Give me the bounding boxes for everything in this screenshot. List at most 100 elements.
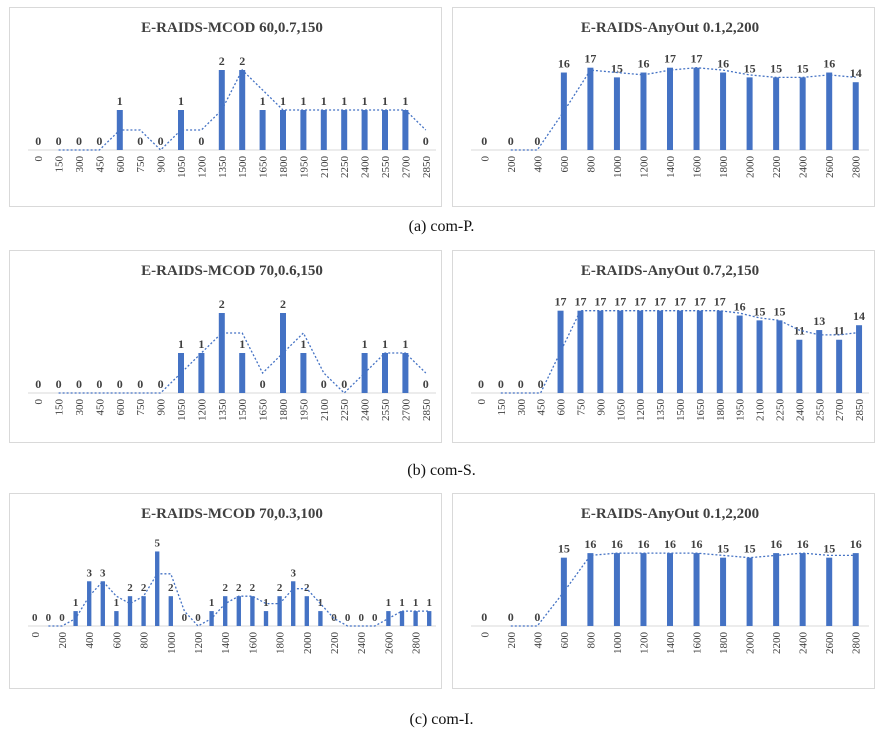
data-label: 0 <box>35 134 41 148</box>
tick-label: 600 <box>115 399 127 416</box>
tick-label: 2550 <box>380 399 392 422</box>
data-label: 15 <box>558 542 570 556</box>
tick-label: 2600 <box>824 632 836 655</box>
data-label: 0 <box>96 377 102 391</box>
bar <box>640 72 647 150</box>
data-label: 0 <box>508 610 514 624</box>
panel-mcod-com-p: E-RAIDS-MCOD 60,0.7,150 0 0 0 150 0 300 0 450 1 60… <box>9 7 442 207</box>
bar <box>799 553 806 626</box>
data-label: 1 <box>300 337 306 351</box>
data-label: 0 <box>478 377 484 391</box>
tick-label: 2200 <box>771 632 783 655</box>
data-label: 15 <box>717 542 729 556</box>
tick-label: 0 <box>479 156 491 162</box>
tick-label: 2800 <box>411 632 423 655</box>
bar <box>402 353 409 393</box>
bar <box>640 553 647 626</box>
data-label: 0 <box>76 134 82 148</box>
data-label: 0 <box>56 134 62 148</box>
bar <box>852 82 859 150</box>
tick-label: 2800 <box>851 632 863 655</box>
bar <box>280 110 286 150</box>
bar <box>263 611 269 626</box>
bar <box>304 596 309 626</box>
trend-line <box>58 68 427 151</box>
bar <box>141 596 146 626</box>
data-label: 1 <box>402 94 408 108</box>
data-label: 0 <box>372 612 378 624</box>
tick-label: 1350 <box>655 399 667 422</box>
bar <box>696 310 703 393</box>
tick-label: 400 <box>532 632 544 649</box>
tick-label: 1950 <box>298 156 310 179</box>
chart-title: E-RAIDS-AnyOut 0.7,2,150 <box>581 263 759 279</box>
data-label: 0 <box>137 377 143 391</box>
panel-anyout-com-s: E-RAIDS-AnyOut 0.7,2,150 0 0 0 150 0 300 0 450 17… <box>452 250 875 443</box>
bar <box>259 110 266 150</box>
bar <box>693 553 700 626</box>
bar <box>87 581 92 626</box>
bar <box>427 611 432 626</box>
bar <box>693 67 700 150</box>
data-label: 16 <box>717 57 729 71</box>
tick-label: 0 <box>479 632 491 638</box>
data-label: 13 <box>813 314 825 328</box>
tick-label: 2600 <box>383 632 395 655</box>
tick-label: 1400 <box>665 156 677 179</box>
bar <box>178 353 184 393</box>
data-label: 16 <box>611 537 623 551</box>
bar <box>399 611 405 626</box>
tick-label: 750 <box>135 399 147 416</box>
tick-label: 2550 <box>814 399 826 422</box>
tick-label: 2850 <box>421 156 433 179</box>
tick-label: 2250 <box>774 399 786 422</box>
chart-anyout-com-i: E-RAIDS-AnyOut 0.1,2,2000002000400156001… <box>471 506 869 655</box>
bar <box>300 353 307 393</box>
data-label: 0 <box>56 377 62 391</box>
bar <box>773 77 780 150</box>
data-label: 17 <box>594 295 606 309</box>
data-label: 17 <box>674 295 686 309</box>
tick-label: 1000 <box>166 632 178 655</box>
data-label: 0 <box>341 377 347 391</box>
bar <box>178 110 184 150</box>
data-label: 0 <box>498 377 504 391</box>
bar <box>587 553 594 626</box>
data-label: 0 <box>32 612 38 624</box>
tick-label: 2400 <box>356 632 368 655</box>
data-label: 3 <box>100 567 106 579</box>
bar <box>676 310 683 393</box>
caption-com-s: (b) com-S. <box>407 462 476 479</box>
tick-label: 900 <box>156 399 168 416</box>
tick-label: 1800 <box>715 399 727 422</box>
tick-label: 2700 <box>834 399 846 422</box>
data-label: 0 <box>345 612 351 624</box>
bar <box>402 110 409 150</box>
data-label: 1 <box>362 94 368 108</box>
bar <box>155 551 160 626</box>
chart-mcod-com-s: E-RAIDS-MCOD 70,0.6,15000015003000450060… <box>28 263 436 422</box>
tick-label: 1800 <box>278 399 290 422</box>
tick-label: 1350 <box>217 156 229 179</box>
tick-label: 2850 <box>421 399 433 422</box>
data-label: 15 <box>754 304 766 318</box>
tick-label: 2100 <box>755 399 767 422</box>
data-label: 16 <box>664 537 676 551</box>
data-label: 2 <box>239 54 245 68</box>
data-label: 1 <box>382 94 388 108</box>
tick-label: 2400 <box>360 399 372 422</box>
data-label: 0 <box>518 377 524 391</box>
bar <box>100 581 105 626</box>
tick-label: 1400 <box>665 632 677 655</box>
bar <box>617 310 624 393</box>
tick-label: 300 <box>74 399 86 416</box>
bar <box>577 310 584 393</box>
data-label: 1 <box>362 337 368 351</box>
bar <box>613 77 620 150</box>
data-label: 16 <box>637 537 649 551</box>
bar <box>720 557 727 626</box>
data-label: 0 <box>137 134 143 148</box>
tick-label: 1200 <box>635 399 647 422</box>
tick-label: 600 <box>556 399 568 416</box>
tick-label: 2200 <box>771 156 783 179</box>
